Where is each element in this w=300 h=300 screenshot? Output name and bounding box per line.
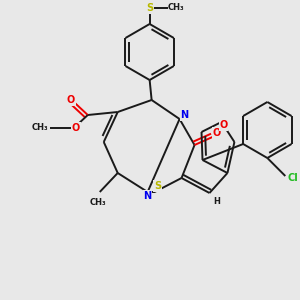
Text: CH₃: CH₃ bbox=[31, 124, 48, 133]
Text: S: S bbox=[146, 3, 153, 13]
Text: N: N bbox=[181, 110, 189, 120]
Text: CH₃: CH₃ bbox=[89, 198, 106, 207]
Text: O: O bbox=[72, 123, 80, 133]
Text: N: N bbox=[144, 191, 152, 201]
Text: CH₃: CH₃ bbox=[168, 4, 184, 13]
Text: Cl: Cl bbox=[288, 173, 299, 183]
Text: H: H bbox=[213, 196, 220, 206]
Text: O: O bbox=[219, 120, 228, 130]
Text: O: O bbox=[67, 95, 75, 105]
Text: S: S bbox=[154, 181, 161, 191]
Text: O: O bbox=[212, 128, 220, 138]
